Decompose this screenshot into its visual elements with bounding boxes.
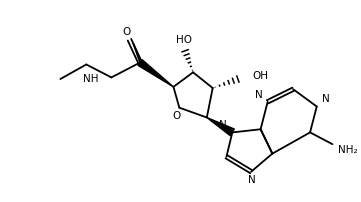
Text: N: N bbox=[219, 120, 226, 130]
Text: N: N bbox=[248, 175, 256, 185]
Text: O: O bbox=[172, 111, 180, 121]
Text: N: N bbox=[322, 94, 329, 104]
Text: HO: HO bbox=[177, 35, 192, 45]
Polygon shape bbox=[138, 60, 173, 87]
Text: OH: OH bbox=[253, 71, 269, 81]
Text: N: N bbox=[255, 90, 263, 100]
Polygon shape bbox=[207, 118, 234, 136]
Text: O: O bbox=[122, 27, 130, 37]
Text: NH: NH bbox=[83, 74, 99, 84]
Text: NH₂: NH₂ bbox=[338, 145, 358, 155]
